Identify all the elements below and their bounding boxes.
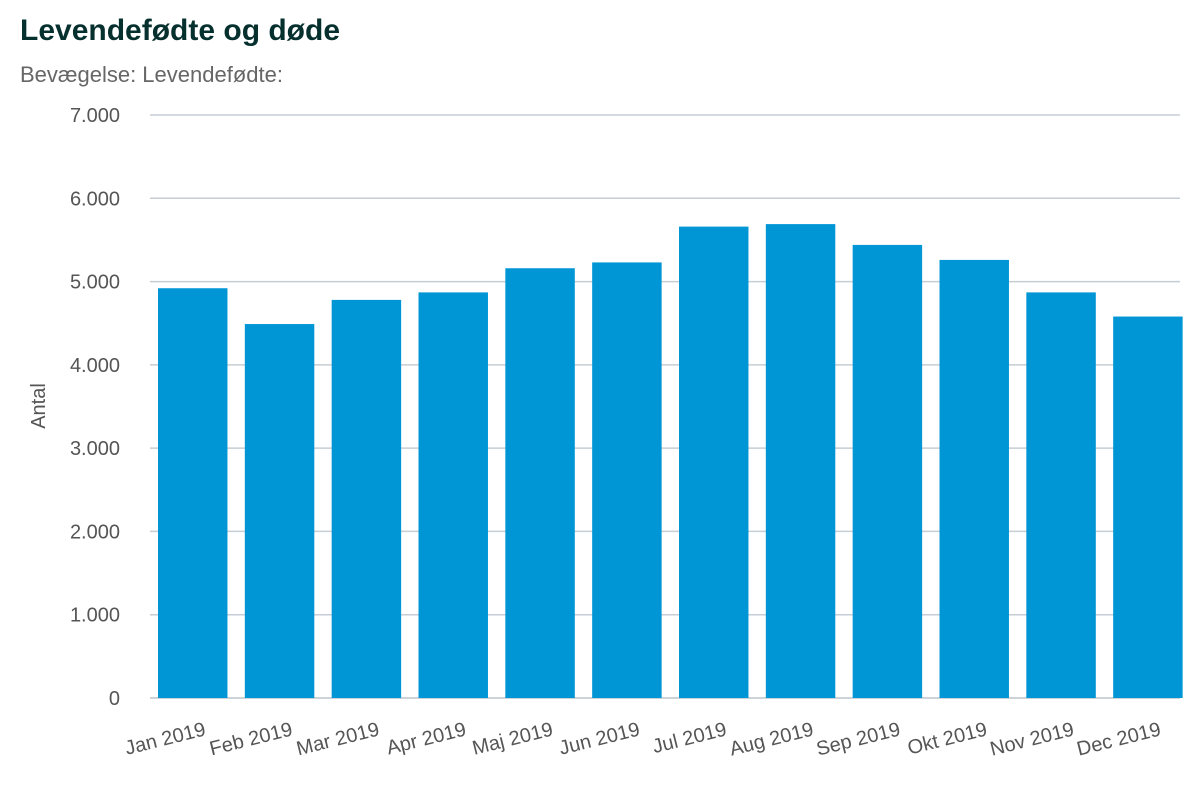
y-axis-label: Antal <box>28 383 50 429</box>
y-tick-label: 4.000 <box>70 355 120 377</box>
bar[interactable] <box>418 292 488 698</box>
bar[interactable] <box>765 224 836 698</box>
y-tick-label: 2.000 <box>70 521 120 543</box>
bar[interactable] <box>939 259 1009 698</box>
y-axis-ticks: 0 1.000 2.000 3.000 4.000 5.000 6.000 7.000 <box>70 105 120 710</box>
y-tick-label: 0 <box>109 688 120 710</box>
chart-subtitle: Bevægelse: Levendefødte: <box>20 62 283 87</box>
bar[interactable] <box>852 244 923 698</box>
y-tick-label: 3.000 <box>70 438 120 460</box>
x-tick-label: Nov 2019 <box>988 719 1076 761</box>
bar[interactable] <box>158 288 228 698</box>
x-tick-label: Jan 2019 <box>123 719 208 760</box>
bar[interactable] <box>1113 316 1183 698</box>
y-tick-label: 1.000 <box>70 605 120 627</box>
x-tick-label: Jul 2019 <box>650 719 729 759</box>
x-tick-label: Maj 2019 <box>470 719 555 760</box>
x-tick-label: Aug 2019 <box>727 719 815 761</box>
y-tick-label: 6.000 <box>70 188 120 210</box>
chart-title: Levendefødte og døde <box>20 14 341 47</box>
x-axis-ticks: Jan 2019 Feb 2019 Mar 2019 Apr 2019 Maj 2019… <box>123 719 1163 761</box>
x-tick-label: Okt 2019 <box>905 719 989 760</box>
y-tick-label: 5.000 <box>70 272 120 294</box>
x-tick-label: Apr 2019 <box>384 719 468 760</box>
x-tick-label: Feb 2019 <box>207 719 294 761</box>
bar[interactable] <box>244 324 315 698</box>
x-tick-label: Dec 2019 <box>1075 719 1163 761</box>
bar[interactable] <box>679 226 749 699</box>
bar[interactable] <box>331 299 402 698</box>
bar[interactable] <box>1026 292 1096 698</box>
x-tick-label: Sep 2019 <box>814 719 902 761</box>
y-tick-label: 7.000 <box>70 105 120 127</box>
x-tick-label: Jun 2019 <box>557 719 642 760</box>
bar[interactable] <box>592 262 662 698</box>
bar[interactable] <box>505 268 575 698</box>
x-tick-label: Mar 2019 <box>294 719 381 761</box>
bars <box>158 224 1183 699</box>
